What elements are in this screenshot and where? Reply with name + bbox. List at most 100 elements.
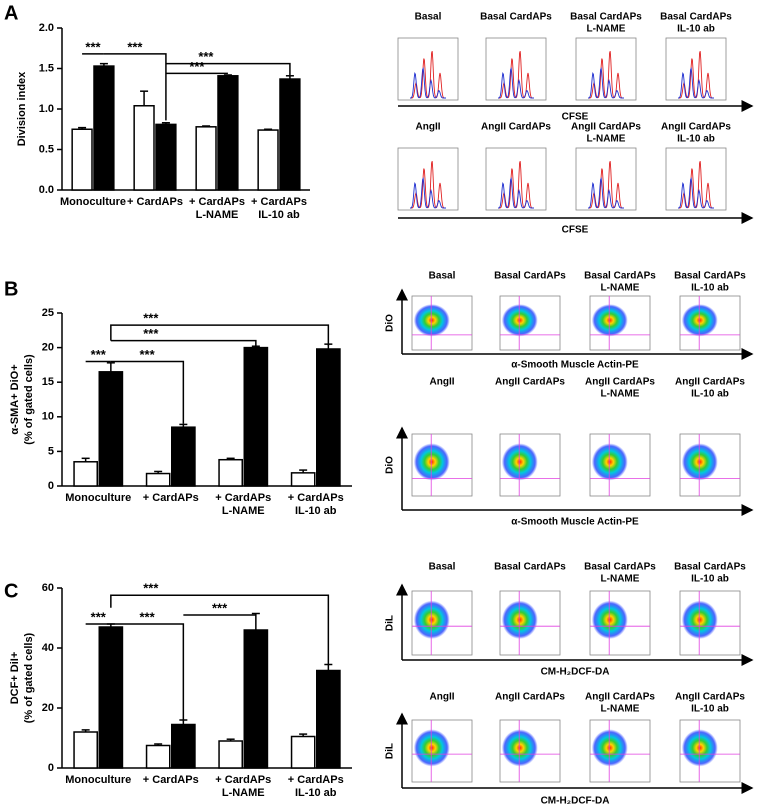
y-tick-label: 40: [42, 642, 54, 654]
dot-cloud: [681, 600, 718, 639]
y-axis-label: α-SMA+ DiO+: [9, 364, 21, 434]
y-tick-label: 10: [42, 411, 54, 423]
plot-title: Basal CardAPs: [674, 271, 746, 282]
histogram-trace: [410, 176, 446, 209]
x-axis-label: α-Smooth Muscle Actin-PE: [511, 517, 639, 528]
y-tick-label: 2.0: [39, 22, 54, 34]
y-axis-label: DiO: [385, 314, 396, 332]
dot-cloud: [501, 600, 538, 639]
plot-title: AngII CardAPs: [495, 377, 565, 388]
error-bar: [226, 738, 235, 741]
y-axis-label: DiO: [385, 456, 396, 474]
plot-title: IL-10 ab: [677, 134, 715, 145]
dot-cloud: [501, 304, 538, 337]
plot-frame: [665, 147, 727, 211]
bar: [171, 723, 196, 769]
y-tick-label: 1.5: [39, 62, 54, 74]
error-bar: [81, 457, 90, 462]
significance-label: ***: [140, 347, 156, 362]
dot-cloud: [413, 304, 450, 337]
histogram-trace: [410, 66, 446, 99]
significance-bracket: [110, 324, 330, 346]
plot-title: Basal CardAPs: [660, 12, 732, 23]
plot-title: AngII CardAPs: [585, 692, 655, 703]
plot-title: Basal CardAPs: [674, 562, 746, 573]
plot-title: Basal CardAPs: [494, 562, 566, 573]
plot-title: L-NAME: [601, 574, 640, 585]
histogram-trace: [678, 66, 714, 99]
bar: [290, 472, 316, 487]
dot-cloud: [591, 443, 628, 481]
plot-title: Basal CardAPs: [584, 562, 656, 573]
histogram-trace: [678, 176, 714, 209]
error-bar: [264, 128, 273, 131]
plot-title: L-NAME: [601, 389, 640, 400]
plot-title: Basal: [429, 271, 456, 282]
x-tick-label: Monoculture: [65, 492, 131, 504]
plot-title: AngII CardAPs: [481, 122, 551, 133]
plot-title: L-NAME: [601, 283, 640, 294]
significance-label: ***: [127, 39, 143, 54]
x-tick-label: + CardAPs: [288, 774, 344, 786]
plot-title: AngII: [430, 692, 455, 703]
plot-title: IL-10 ab: [691, 389, 729, 400]
significance-label: ***: [91, 347, 107, 362]
bar: [145, 744, 171, 769]
significance-label: ***: [140, 609, 156, 624]
x-tick-label: L-NAME: [222, 787, 265, 799]
x-tick-label: Monoculture: [60, 196, 126, 208]
error-bar: [140, 90, 149, 106]
error-bar: [202, 125, 211, 127]
bar: [98, 626, 124, 769]
bar: [195, 126, 217, 191]
x-axis-label: CM-H₂DCF-DA: [541, 796, 610, 807]
x-tick-label: + CardAPs: [143, 492, 199, 504]
x-tick-label: + CardAPs: [189, 196, 245, 208]
bar: [145, 472, 171, 487]
y-axis-label: (% of gated cells): [23, 632, 35, 723]
histogram-trace: [588, 176, 624, 209]
y-axis-label: Division index: [16, 71, 28, 146]
bar: [133, 105, 155, 191]
dot-cloud: [413, 729, 450, 767]
x-axis-label: CFSE: [562, 112, 589, 123]
error-bar: [99, 62, 108, 67]
bar: [257, 129, 279, 191]
bar: [155, 123, 177, 191]
error-bar: [226, 457, 235, 460]
x-tick-label: + CardAPs: [288, 492, 344, 504]
y-axis-label: DiL: [385, 743, 396, 759]
x-tick-label: Monoculture: [65, 774, 131, 786]
plot-title: Basal: [415, 12, 442, 23]
x-axis-label: CM-H₂DCF-DA: [541, 667, 610, 678]
plot-title: L-NAME: [587, 134, 626, 145]
bar: [93, 65, 115, 191]
x-tick-label: L-NAME: [222, 505, 265, 517]
significance-label: ***: [85, 39, 101, 54]
y-tick-label: 15: [42, 376, 54, 388]
panel-label: B: [4, 278, 18, 300]
bar: [290, 735, 316, 769]
bar: [73, 731, 99, 769]
plot-title: AngII CardAPs: [585, 377, 655, 388]
x-tick-label: + CardAPs: [127, 196, 183, 208]
bar: [316, 669, 341, 769]
x-axis-label: α-Smooth Muscle Actin-PE: [511, 360, 639, 371]
plot-frame: [575, 37, 637, 101]
x-tick-label: IL-10 ab: [258, 209, 300, 221]
bar: [279, 78, 301, 191]
significance-bracket: [110, 623, 185, 722]
y-tick-label: 0: [48, 480, 54, 492]
dot-cloud: [413, 443, 450, 481]
y-tick-label: 5: [48, 445, 54, 457]
plot-title: IL-10 ab: [691, 283, 729, 294]
plot-title: AngII CardAPs: [675, 692, 745, 703]
bar: [243, 346, 269, 487]
x-tick-label: + CardAPs: [215, 492, 271, 504]
histogram-trace: [588, 66, 624, 99]
x-tick-label: IL-10 ab: [295, 505, 337, 517]
y-axis-label: (% of gated cells): [23, 354, 35, 445]
y-tick-label: 0.0: [39, 184, 54, 196]
